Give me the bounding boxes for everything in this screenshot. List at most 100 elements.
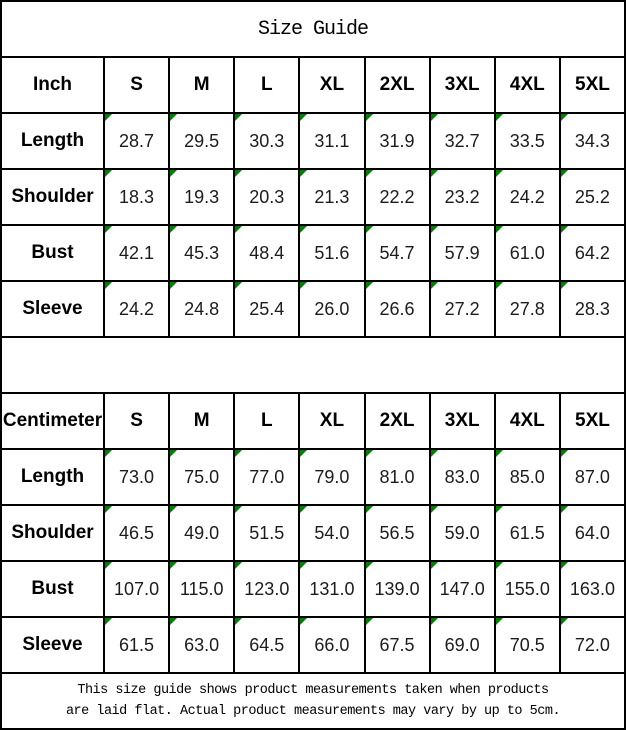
cell-value: 64.0 [574, 522, 610, 543]
cell-value: 61.0 [509, 242, 545, 263]
size-header-cell: 2XL [363, 392, 431, 450]
cell-value: 27.8 [509, 298, 545, 319]
table-row: Length 28.7 29.5 30.3 31.1 31.9 32.7 33.5 34.3 [0, 112, 626, 170]
size-value-cell: 77.0 [233, 448, 301, 506]
size-header-cell: XL [298, 56, 366, 114]
cell-marker-triangle-icon [301, 227, 308, 233]
cell-marker-triangle-icon [366, 227, 373, 233]
size-header-cell: L [233, 392, 301, 450]
cell-marker-triangle-icon [431, 451, 438, 457]
table-row: Sleeve 61.5 63.0 64.5 66.0 67.5 69.0 70.5 72.0 [0, 616, 626, 674]
cell-marker-triangle-icon [431, 171, 438, 177]
size-header-cell: 4XL [493, 392, 561, 450]
size-header-cell: 3XL [428, 392, 496, 450]
cell-value: 83.0 [444, 466, 480, 487]
size-value-cell: 64.2 [558, 224, 626, 282]
cell-value: 107.0 [114, 578, 160, 599]
cell-marker-triangle-icon [106, 283, 112, 289]
size-value-cell: 19.3 [168, 168, 236, 226]
cell-marker-triangle-icon [236, 563, 243, 569]
cell-value: 57.9 [444, 242, 480, 263]
cell-marker-triangle-icon [301, 563, 308, 569]
cell-marker-triangle-icon [301, 115, 308, 121]
size-value-cell: 31.1 [298, 112, 366, 170]
size-value-cell: 83.0 [428, 448, 496, 506]
cell-marker-triangle-icon [106, 563, 112, 569]
cell-value: 75.0 [184, 466, 220, 487]
size-header-row: Inch S M L XL 2XL 3XL 4XL 5XL [0, 56, 626, 114]
cell-value: 31.9 [379, 130, 415, 151]
footer-note: This size guide shows product measuremen… [0, 672, 626, 730]
cell-marker-triangle-icon [236, 619, 243, 625]
cell-value: 63.0 [184, 634, 220, 655]
size-value-cell: 46.5 [102, 504, 171, 562]
cell-value: 23.2 [444, 186, 480, 207]
cell-value: 139.0 [374, 578, 420, 599]
size-value-cell: 21.3 [298, 168, 366, 226]
size-value-cell: 66.0 [298, 616, 366, 674]
cell-value: 24.2 [119, 298, 155, 319]
size-header-cell: S [102, 392, 171, 450]
size-value-cell: 73.0 [102, 448, 171, 506]
cell-value: 19.3 [184, 186, 220, 207]
cell-marker-triangle-icon [431, 507, 438, 513]
size-value-cell: 56.5 [363, 504, 431, 562]
cell-marker-triangle-icon [431, 619, 438, 625]
cell-marker-triangle-icon [496, 227, 503, 233]
cell-marker-triangle-icon [301, 283, 308, 289]
cell-value: 29.5 [184, 130, 220, 151]
size-header-cell: 2XL [363, 56, 431, 114]
cell-marker-triangle-icon [301, 619, 308, 625]
cell-value: 64.2 [574, 242, 610, 263]
cell-value: 30.3 [249, 130, 285, 151]
cell-value: 48.4 [249, 242, 285, 263]
size-header-cell: S [102, 56, 171, 114]
cell-value: 163.0 [569, 578, 615, 599]
size-value-cell: 75.0 [168, 448, 236, 506]
cell-marker-triangle-icon [431, 283, 438, 289]
size-value-cell: 51.6 [298, 224, 366, 282]
footer-note-line2: are laid flat. Actual product measuremen… [65, 704, 561, 719]
size-value-cell: 107.0 [102, 560, 171, 618]
cell-marker-triangle-icon [496, 507, 503, 513]
cell-marker-triangle-icon [431, 115, 438, 121]
cell-value: 66.0 [314, 634, 350, 655]
size-value-cell: 32.7 [428, 112, 496, 170]
cell-marker-triangle-icon [496, 619, 503, 625]
cell-value: 155.0 [504, 578, 550, 599]
cell-value: 28.3 [574, 298, 610, 319]
size-value-cell: 131.0 [298, 560, 366, 618]
cell-value: 51.5 [249, 522, 285, 543]
cell-marker-triangle-icon [561, 171, 568, 177]
size-value-cell: 155.0 [493, 560, 561, 618]
size-value-cell: 54.0 [298, 504, 366, 562]
size-header-cell: L [233, 56, 301, 114]
cell-marker-triangle-icon [431, 563, 438, 569]
table-row: Shoulder 18.3 19.3 20.3 21.3 22.2 23.2 24.2 25.2 [0, 168, 626, 226]
row-label: Bust [0, 224, 105, 282]
cell-marker-triangle-icon [236, 115, 243, 121]
cell-marker-triangle-icon [236, 451, 243, 457]
cell-value: 26.0 [314, 298, 350, 319]
cell-marker-triangle-icon [171, 115, 178, 121]
row-label: Sleeve [0, 280, 105, 338]
cell-value: 73.0 [119, 466, 155, 487]
cell-marker-triangle-icon [561, 563, 568, 569]
size-value-cell: 31.9 [363, 112, 431, 170]
cell-value: 18.3 [119, 186, 155, 207]
size-value-cell: 29.5 [168, 112, 236, 170]
cell-marker-triangle-icon [366, 507, 373, 513]
row-label: Shoulder [0, 504, 105, 562]
row-label: Sleeve [0, 616, 105, 674]
cell-value: 45.3 [184, 242, 220, 263]
size-value-cell: 26.6 [363, 280, 431, 338]
cell-marker-triangle-icon [171, 227, 178, 233]
cell-marker-triangle-icon [366, 171, 373, 177]
cell-value: 22.2 [379, 186, 415, 207]
size-value-cell: 48.4 [233, 224, 301, 282]
size-value-cell: 42.1 [102, 224, 171, 282]
cell-value: 34.3 [574, 130, 610, 151]
cell-marker-triangle-icon [301, 507, 308, 513]
size-value-cell: 70.5 [493, 616, 561, 674]
size-value-cell: 69.0 [428, 616, 496, 674]
